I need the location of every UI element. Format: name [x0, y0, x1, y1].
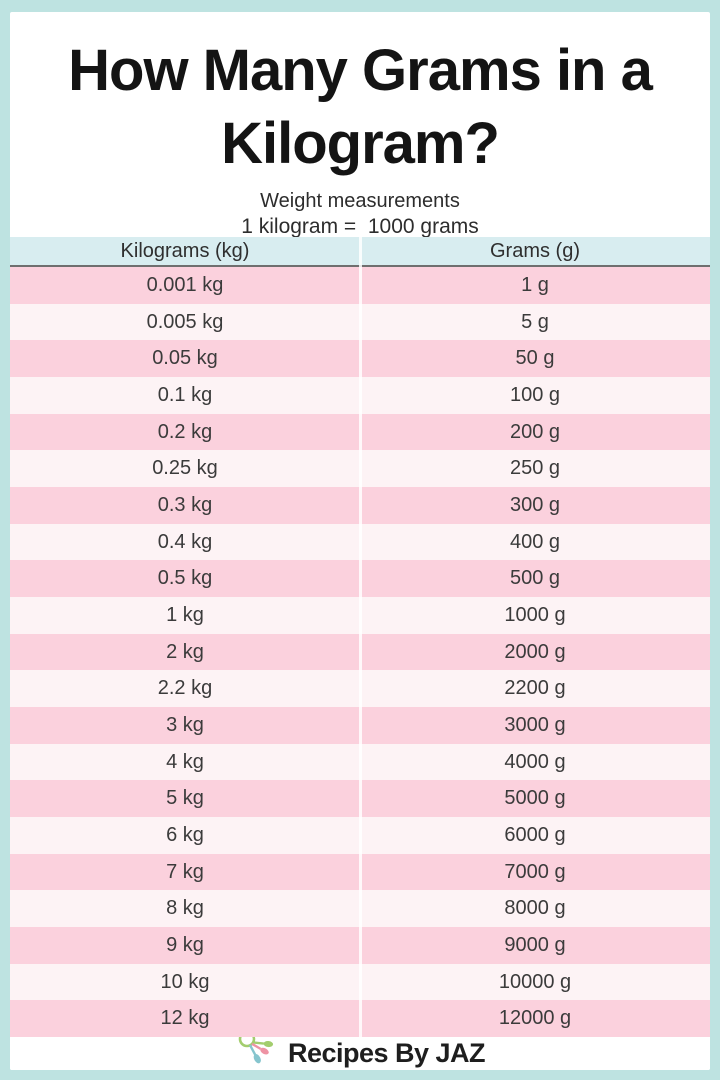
kg-cell: 8 kg — [166, 897, 204, 920]
kg-cell: 0.001 kg — [146, 273, 224, 296]
kg-cell: 0.25 kg — [152, 457, 218, 480]
table-row: 0.2 kg 200 g — [10, 413, 710, 451]
content-panel: How Many Grams in a Kilogram? Weight mea… — [10, 12, 710, 1070]
g-cell: 9000 g — [504, 933, 566, 956]
table-row: 5 kg 5000 g — [10, 780, 710, 818]
g-cell: 5000 g — [504, 787, 566, 810]
table-row: 4 kg 4000 g — [10, 743, 710, 781]
table-row: 1 kg 1000 g — [10, 597, 710, 634]
g-cell: 2000 g — [504, 640, 566, 663]
kg-cell: 0.1 kg — [157, 383, 213, 406]
table-row: 3 kg 3000 g — [10, 707, 710, 744]
column-header-kilograms: Kilograms (kg) — [120, 239, 250, 262]
g-cell: 250 g — [509, 457, 561, 480]
kg-cell: 0.05 kg — [152, 347, 218, 370]
kg-cell: 12 kg — [160, 1007, 210, 1030]
g-cell: 3000 g — [504, 713, 566, 736]
kg-cell: 9 kg — [166, 933, 204, 956]
table-row: 2.2 kg 2200 g — [10, 670, 710, 708]
kg-cell: 0.5 kg — [157, 567, 213, 590]
g-cell: 4000 g — [504, 750, 566, 773]
table-row: 0.05 kg 50 g — [10, 340, 710, 378]
kg-cell: 1 kg — [166, 603, 204, 626]
g-cell: 300 g — [509, 493, 561, 516]
g-cell: 50 g — [515, 347, 555, 370]
brand-name: Recipes By JAZ — [287, 1038, 486, 1068]
table-row: 0.005 kg 5 g — [10, 303, 710, 341]
g-cell: 500 g — [509, 567, 561, 590]
table-row: 0.4 kg 400 g — [10, 523, 710, 561]
table-row: 10 kg 10000 g — [10, 963, 710, 1001]
kg-cell: 0.005 kg — [146, 310, 224, 333]
g-cell: 400 g — [509, 530, 561, 553]
measuring-spoons-icon — [238, 1030, 274, 1063]
column-header-grams: Grams (g) — [490, 239, 580, 262]
table-row: 0.3 kg 300 g — [10, 487, 710, 524]
page-title-line2: Kilogram? — [221, 111, 500, 176]
table-row: 0.001 kg 1 g — [10, 267, 710, 304]
g-cell: 8000 g — [504, 897, 566, 920]
table-row: 0.1 kg 100 g — [10, 377, 710, 414]
conversion-table-body: 0.001 kg 1 g 0.005 kg 5 g 0.05 kg 50 g 0… — [10, 267, 710, 1038]
g-cell: 200 g — [509, 420, 561, 443]
table-row: 12 kg 12000 g — [10, 1000, 710, 1038]
table-row: 0.5 kg 500 g — [10, 560, 710, 598]
kg-cell: 5 kg — [166, 787, 204, 810]
table-row: 9 kg 9000 g — [10, 927, 710, 964]
table-header-row: Kilograms (kg) Grams (g) — [10, 237, 710, 267]
table-row: 7 kg 7000 g — [10, 853, 710, 891]
kg-cell: 0.4 kg — [157, 530, 213, 553]
conversion-table: Kilograms (kg) Grams (g) 0.001 kg 1 g 0.… — [10, 237, 710, 1038]
kg-cell: 0.3 kg — [157, 493, 213, 516]
table-row: 0.25 kg 250 g — [10, 450, 710, 488]
kg-cell: 4 kg — [166, 750, 204, 773]
conversion-equation: 1 kilogram = 1000 grams — [241, 215, 479, 238]
g-cell: 12000 g — [498, 1007, 572, 1030]
kg-cell: 10 kg — [160, 970, 210, 993]
page-title-line1: How Many Grams in a — [68, 38, 653, 103]
table-row: 6 kg 6000 g — [10, 817, 710, 854]
table-row: 2 kg 2000 g — [10, 633, 710, 671]
kg-cell: 3 kg — [166, 713, 204, 736]
g-cell: 7000 g — [504, 860, 566, 883]
kg-cell: 0.2 kg — [157, 420, 213, 443]
subtitle: Weight measurements — [260, 190, 460, 212]
table-row: 8 kg 8000 g — [10, 890, 710, 928]
g-cell: 2200 g — [504, 677, 566, 700]
g-cell: 1000 g — [504, 603, 566, 626]
kg-cell: 2 kg — [166, 640, 204, 663]
g-cell: 1 g — [521, 273, 549, 296]
footer: Recipes By JAZ — [10, 1030, 710, 1070]
title-block: How Many Grams in a Kilogram? Weight mea… — [10, 12, 710, 238]
g-cell: 100 g — [509, 383, 561, 406]
kg-cell: 7 kg — [166, 860, 204, 883]
g-cell: 6000 g — [504, 823, 566, 846]
kg-cell: 6 kg — [166, 823, 204, 846]
kg-cell: 2.2 kg — [157, 677, 213, 700]
g-cell: 10000 g — [498, 970, 572, 993]
g-cell: 5 g — [521, 310, 549, 333]
